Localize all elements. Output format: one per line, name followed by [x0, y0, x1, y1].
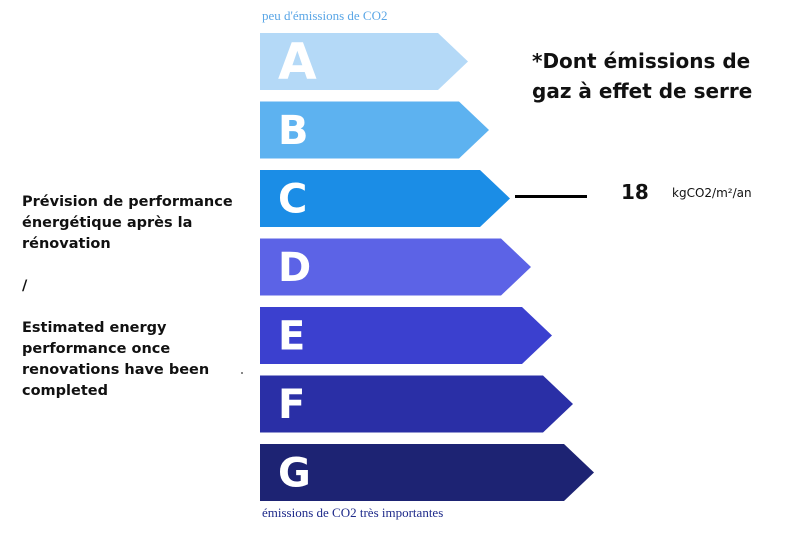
energy-bar-label-e: E	[278, 314, 305, 360]
legend-title: *Dont émissions de gaz à effet de serre	[532, 49, 753, 103]
energy-bar-label-g: G	[278, 451, 311, 497]
emission-unit: kgCO2/m²/an	[672, 186, 752, 200]
energy-bar-c	[260, 170, 510, 227]
emission-value: 18	[621, 180, 649, 204]
energy-bar-b	[260, 101, 489, 159]
description-separator: /	[22, 278, 28, 294]
description-en: Estimated energy performance once renova…	[22, 320, 210, 399]
performance-description: Prévision de performance énergétique apr…	[22, 192, 252, 402]
energy-bar-label-f: F	[278, 382, 305, 428]
energy-bar-label-a: A	[278, 33, 317, 91]
energy-bar-label-d: D	[278, 245, 311, 291]
energy-bar-d	[260, 238, 531, 296]
energy-bar-label-b: B	[278, 108, 309, 154]
stray-dot	[241, 372, 243, 374]
scale-bottom-caption: émissions de CO2 très importantes	[262, 505, 444, 520]
energy-bar-g	[260, 444, 594, 501]
energy-bar-e	[260, 307, 552, 364]
energy-bar-f	[260, 375, 573, 433]
scale-top-caption: peu d'émissions de CO2	[262, 8, 388, 23]
current-class-marker	[515, 195, 587, 198]
energy-bar-label-c: C	[278, 177, 307, 223]
energy-bar-a	[260, 33, 468, 90]
description-fr: Prévision de performance énergétique apr…	[22, 194, 233, 252]
